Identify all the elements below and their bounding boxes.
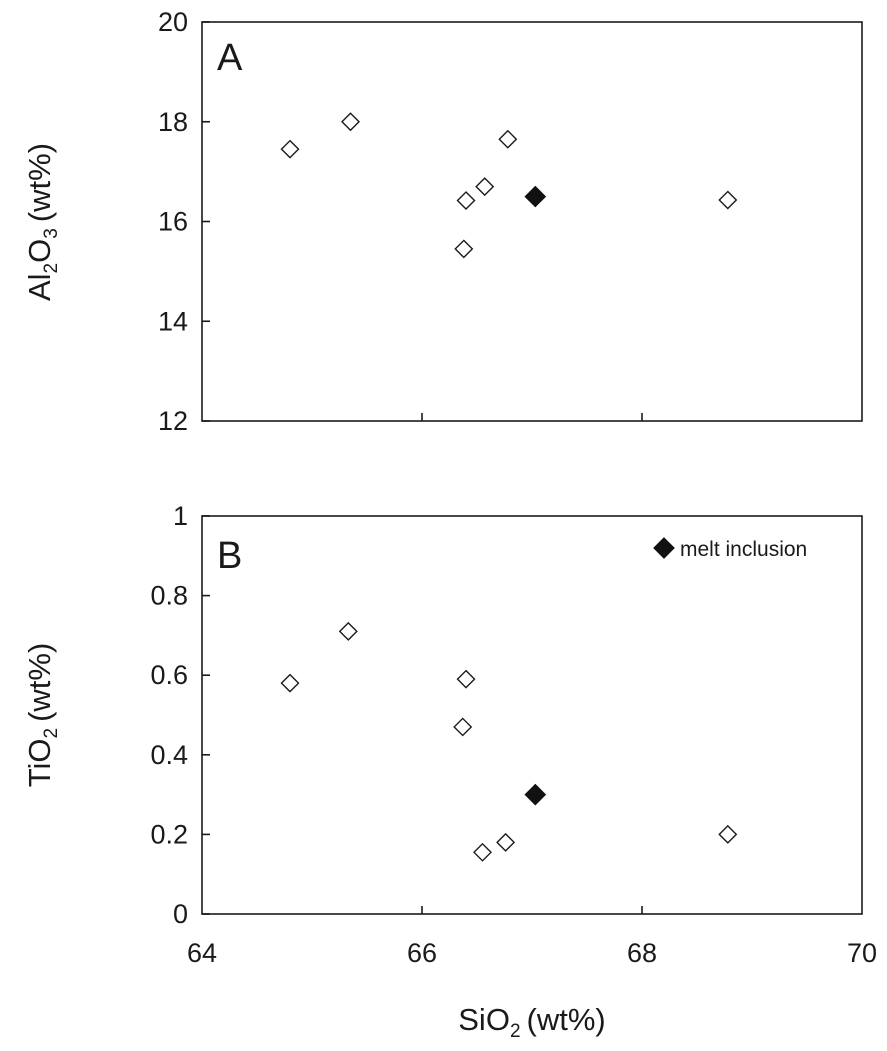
data-point [718,190,738,210]
y-tick-label: 0 [173,899,188,929]
x-tick-label: 64 [187,938,217,968]
y-tick-label: 14 [158,306,188,336]
panel-b-y-axis: 0 0.2 0.4 0.6 0.8 1 [150,501,210,929]
legend: melt inclusion [653,537,807,561]
data-point [280,139,300,159]
panel-a-x-axis [421,413,643,421]
legend-marker-filled-diamond [653,537,675,559]
y-tick-label: 0.8 [150,581,188,611]
data-point [456,669,476,689]
x-tick-label: 70 [847,938,877,968]
data-point [496,832,516,852]
data-point [453,717,473,737]
data-point [718,824,738,844]
x-tick-label: 66 [407,938,437,968]
panel-a-y-axis-title: Al2O3(wt%) [22,143,62,301]
y-tick-label: 20 [158,7,188,37]
y-tick-label: 18 [158,107,188,137]
y-tick-label: 16 [158,207,188,237]
y-tick-label: 0.2 [150,819,188,849]
panel-b: B 0 0.2 0.4 0.6 0.8 1 64 66 68 70 TiO2(wt%) SiO2… [22,501,877,1042]
data-point-melt-inclusion [524,185,547,208]
y-tick-label: 1 [173,501,188,531]
x-axis-title: SiO2 (wt%) [458,1002,605,1042]
panel-a: A 12 14 16 18 20 Al2O3(wt%) [22,7,863,436]
y-tick-label: 0.6 [150,660,188,690]
panel-b-x-axis: 64 66 68 70 [187,906,877,968]
panel-a-label: A [217,37,243,79]
y-tick-label: 12 [158,406,188,436]
panel-b-points [280,621,738,862]
panel-a-plot-frame [201,21,863,422]
panel-a-points [280,112,738,259]
data-point [341,112,360,132]
panel-a-y-axis: 12 14 16 18 20 [158,7,210,436]
data-point [475,177,495,197]
data-point [454,239,474,259]
data-point-melt-inclusion [524,783,547,806]
data-point [338,621,358,641]
x-tick-label: 68 [627,938,657,968]
data-point [456,191,476,211]
panel-b-plot-frame [201,515,863,915]
data-point [473,842,492,862]
panel-b-y-axis-title: TiO2(wt%) [22,643,62,788]
legend-label-melt-inclusion: melt inclusion [680,538,807,561]
panel-b-label: B [217,535,242,577]
data-point [280,673,300,693]
y-tick-label: 0.4 [150,740,188,770]
data-point [498,129,518,149]
